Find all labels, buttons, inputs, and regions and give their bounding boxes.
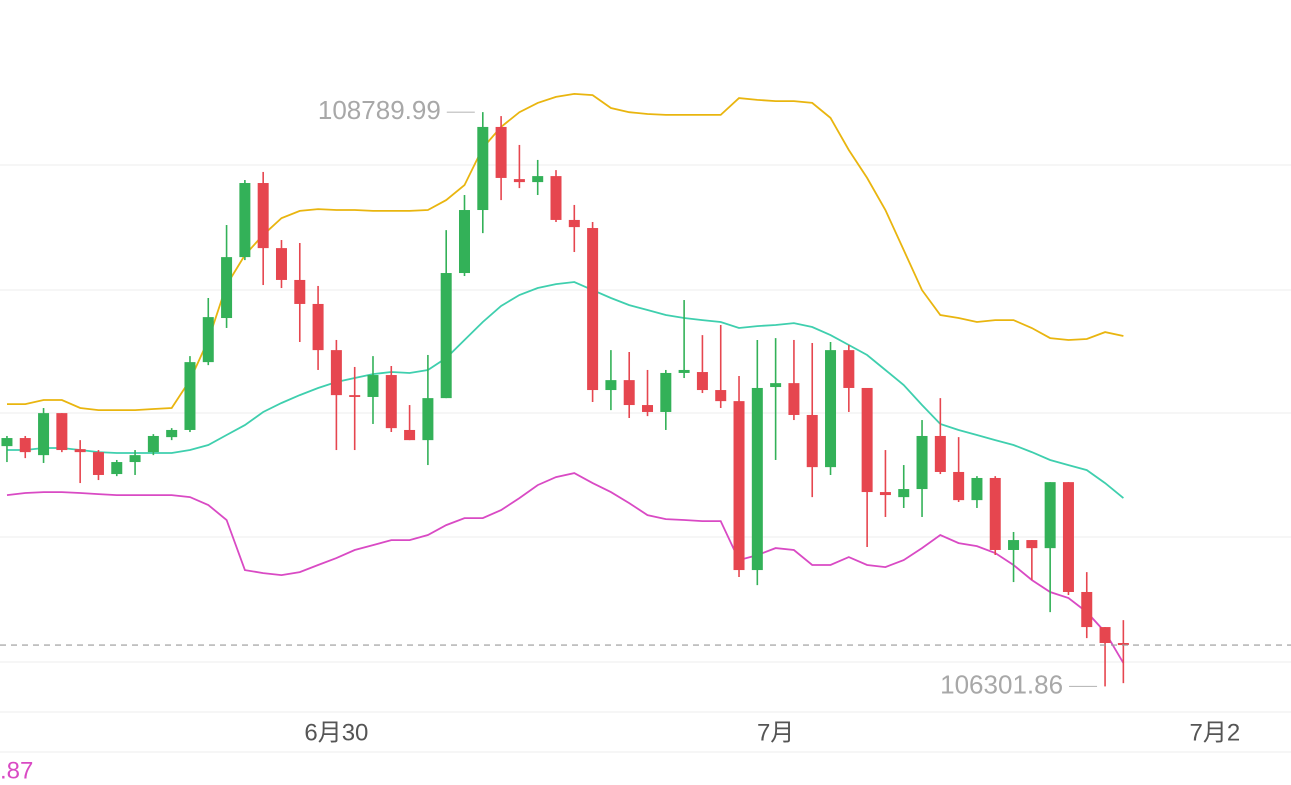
candle-body (806, 414, 818, 468)
candle-body (422, 398, 434, 441)
x-tick-label: 7月 (757, 719, 794, 746)
candle-body (38, 413, 50, 456)
candle-body (239, 183, 251, 258)
candle-body (733, 401, 745, 571)
candle-body (147, 435, 159, 453)
candle-body (751, 387, 763, 571)
candle-body (587, 228, 599, 391)
candle-body (330, 350, 342, 396)
candle-body (1117, 642, 1129, 646)
candle-body (202, 317, 214, 363)
candle-body (1062, 482, 1074, 592)
candle-body (660, 372, 672, 412)
candle-body (550, 176, 562, 220)
candle-body (532, 176, 544, 183)
candle-body (696, 372, 708, 391)
candle-body (458, 210, 470, 274)
high-label: 108789.99 (318, 95, 441, 125)
candle-body (166, 429, 178, 438)
band-lower (6, 472, 1125, 664)
candle-body (971, 477, 983, 501)
candle-body (111, 462, 123, 475)
candle-body (605, 380, 617, 391)
candle-body (513, 179, 525, 183)
x-tick-label: 6月30 (304, 719, 368, 746)
candle-body (312, 303, 324, 351)
candle-body (404, 429, 416, 441)
candle-body (495, 126, 507, 178)
candle-body (1081, 591, 1093, 628)
candle-body (184, 362, 196, 430)
band-upper (7, 92, 1124, 411)
candle-body (221, 257, 233, 319)
candle-body (385, 375, 397, 429)
candle-body (953, 471, 965, 501)
candle-body (623, 380, 635, 406)
candle-body (879, 492, 891, 496)
candle-body (934, 435, 946, 472)
x-tick-label: 7月2 (1190, 719, 1241, 746)
candle-body (92, 452, 104, 475)
candle-body (989, 477, 1001, 550)
candle-body (275, 248, 287, 280)
candle-body (19, 438, 31, 453)
candle-body (349, 395, 361, 397)
candle-body (1099, 627, 1111, 643)
candle-body (56, 413, 68, 451)
candle-body (770, 383, 782, 388)
candle-body (898, 489, 910, 498)
candle-body (477, 126, 489, 211)
candle-body (74, 449, 86, 453)
candle-body (642, 405, 654, 412)
candle-body (916, 435, 928, 490)
candle-body (1, 438, 13, 447)
candle-body (843, 350, 855, 388)
candle-body (129, 455, 141, 463)
candle-body (1008, 540, 1020, 550)
candle-body (861, 387, 873, 493)
candle-body (440, 273, 452, 399)
candle-body (1026, 540, 1038, 549)
low-label: 106301.86 (940, 669, 1063, 699)
lower-band-value: .87 (0, 757, 33, 784)
band-middle (7, 281, 1124, 499)
candle-body (678, 369, 690, 373)
candle-body (715, 390, 727, 402)
candle-body (788, 383, 800, 415)
candle-body (367, 375, 379, 397)
candle-body (257, 183, 269, 249)
candle-body (568, 219, 580, 228)
candle-body (294, 279, 306, 304)
candle-body (825, 350, 837, 468)
candle-body (1044, 482, 1056, 549)
